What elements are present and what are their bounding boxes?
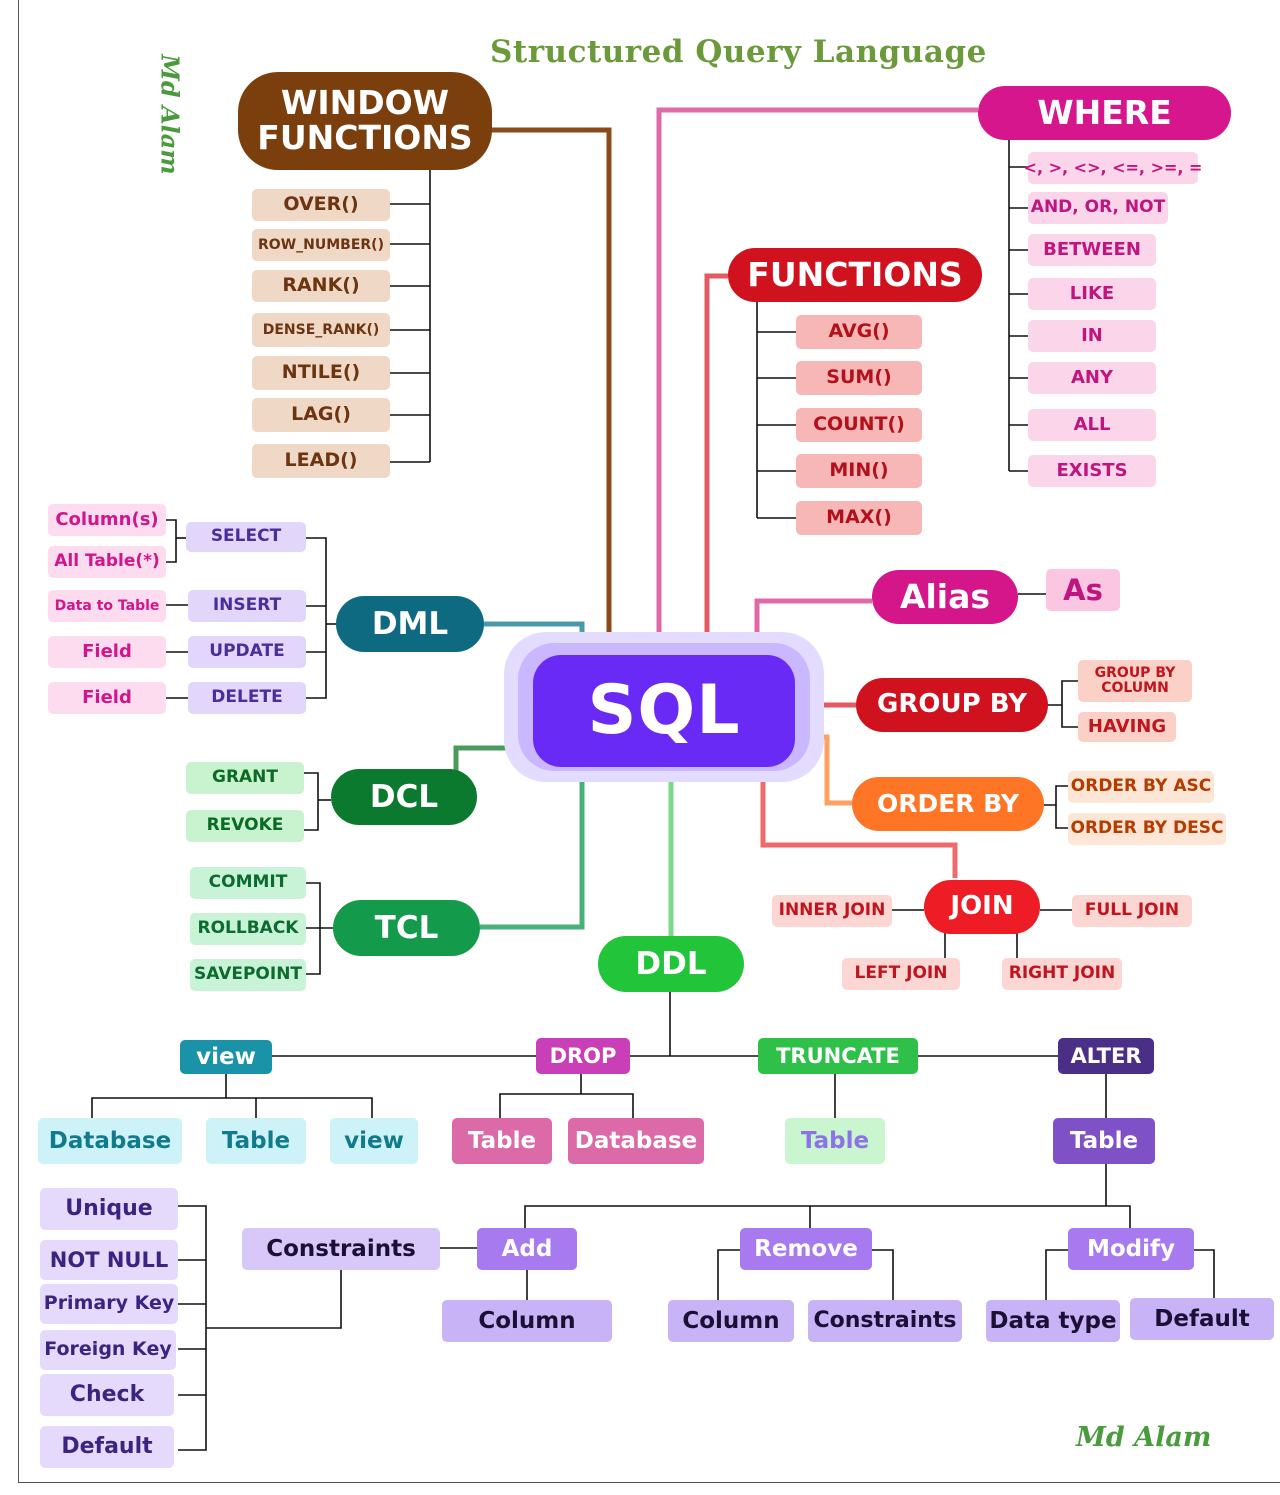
where-item-between: BETWEEN [1028, 234, 1156, 266]
alter-remove-constraints: Constraints [808, 1300, 962, 1342]
join-item-full: FULL JOIN [1072, 895, 1192, 927]
drop-item-table: Table [452, 1118, 552, 1164]
dml-target-field-update: Field [48, 636, 166, 668]
window-item-row-number: ROW_NUMBER() [252, 229, 390, 261]
where-item-comparison: <, >, <>, <=, >=, = [1024, 152, 1202, 184]
order-by-node: ORDER BY [852, 777, 1044, 831]
dcl-item-grant: GRANT [186, 762, 304, 794]
alter-remove-node: Remove [740, 1228, 872, 1270]
order-by-item-desc: ORDER BY DESC [1068, 813, 1226, 845]
sql-root-node: SQL [533, 655, 795, 767]
functions-node: FUNCTIONS [728, 248, 982, 302]
ddl-node: DDL [598, 936, 744, 992]
function-item-min: MIN() [796, 454, 922, 488]
ddl-alter-node: ALTER [1058, 1038, 1154, 1074]
drop-item-database: Database [568, 1118, 704, 1164]
dcl-item-revoke: REVOKE [186, 810, 304, 842]
join-node: JOIN [924, 880, 1040, 934]
window-item-lead: LEAD() [252, 444, 390, 478]
wire-join [760, 766, 958, 878]
view-item-table: Table [206, 1118, 306, 1164]
tcl-item-savepoint: SAVEPOINT [190, 959, 306, 991]
page-frame [18, 0, 1280, 1483]
alter-table-node: Table [1053, 1118, 1155, 1164]
join-item-inner: INNER JOIN [772, 895, 892, 927]
window-item-ntile: NTILE() [252, 356, 390, 390]
ddl-truncate-node: TRUNCATE [758, 1038, 918, 1074]
group-by-item-column: GROUP BY COLUMN [1078, 660, 1192, 702]
window-item-over: OVER() [252, 189, 390, 221]
window-item-lag: LAG() [252, 398, 390, 432]
constraints-node: Constraints [242, 1228, 440, 1270]
dml-target-columns: Column(s) [48, 504, 166, 536]
ddl-drop-node: DROP [536, 1038, 630, 1074]
truncate-item-table: Table [785, 1118, 885, 1164]
window-functions-node: WINDOW FUNCTIONS [238, 72, 492, 170]
where-item-exists: EXISTS [1028, 455, 1156, 487]
where-item-like: LIKE [1028, 278, 1156, 310]
dml-target-field-delete: Field [48, 682, 166, 714]
alias-node: Alias [872, 570, 1018, 624]
function-item-max: MAX() [796, 501, 922, 535]
group-by-item-having: HAVING [1078, 712, 1176, 742]
where-item-logical: AND, OR, NOT [1028, 192, 1168, 224]
alter-add-node: Add [477, 1228, 577, 1270]
alter-modify-default: Default [1130, 1298, 1274, 1340]
view-item-view: view [330, 1118, 418, 1164]
alter-add-column: Column [442, 1300, 612, 1342]
ddl-view-node: view [180, 1040, 272, 1074]
wire-tcl [480, 768, 585, 930]
join-item-right: RIGHT JOIN [1002, 958, 1122, 990]
tcl-item-rollback: ROLLBACK [190, 913, 306, 945]
group-by-node: GROUP BY [856, 678, 1048, 732]
window-item-dense-rank: DENSE_RANK() [252, 313, 390, 347]
function-item-avg: AVG() [796, 315, 922, 349]
where-item-all: ALL [1028, 409, 1156, 441]
constraint-foreign-key: Foreign Key [40, 1330, 176, 1370]
tcl-item-commit: COMMIT [190, 867, 306, 899]
dml-node: DML [336, 596, 484, 652]
dml-command-insert: INSERT [188, 590, 306, 622]
dml-command-update: UPDATE [188, 636, 306, 668]
constraint-not-null: NOT NULL [40, 1240, 178, 1280]
tcl-node: TCL [333, 900, 480, 956]
wire-window [490, 127, 612, 640]
where-item-any: ANY [1028, 362, 1156, 394]
wire-where [656, 107, 978, 640]
constraint-default: Default [40, 1426, 174, 1468]
bottom-signature: Md Alam [1076, 1422, 1212, 1453]
where-node: WHERE [978, 86, 1231, 140]
order-by-item-asc: ORDER BY ASC [1068, 771, 1214, 803]
function-item-count: COUNT() [796, 408, 922, 442]
dml-target-all-table: All Table(*) [48, 546, 166, 578]
dml-command-delete: DELETE [188, 682, 306, 714]
alter-modify-datatype: Data type [986, 1300, 1120, 1342]
diagram-title: Structured Query Language [490, 34, 987, 70]
view-item-database: Database [38, 1118, 182, 1164]
dcl-node: DCL [331, 769, 477, 825]
dml-command-select: SELECT [186, 522, 306, 552]
alter-remove-column: Column [668, 1300, 794, 1342]
dml-target-data-to-table: Data to Table [48, 590, 166, 622]
wire-functions [704, 273, 728, 640]
constraint-check: Check [40, 1374, 174, 1416]
join-item-left: LEFT JOIN [842, 958, 960, 990]
where-item-in: IN [1028, 320, 1156, 352]
alter-modify-node: Modify [1068, 1228, 1194, 1270]
vertical-signature: Md Alam [155, 54, 185, 175]
window-item-rank: RANK() [252, 270, 390, 302]
constraint-unique: Unique [40, 1188, 178, 1230]
alias-item-as: As [1046, 569, 1120, 611]
function-item-sum: SUM() [796, 361, 922, 395]
constraint-primary-key: Primary Key [40, 1284, 178, 1324]
